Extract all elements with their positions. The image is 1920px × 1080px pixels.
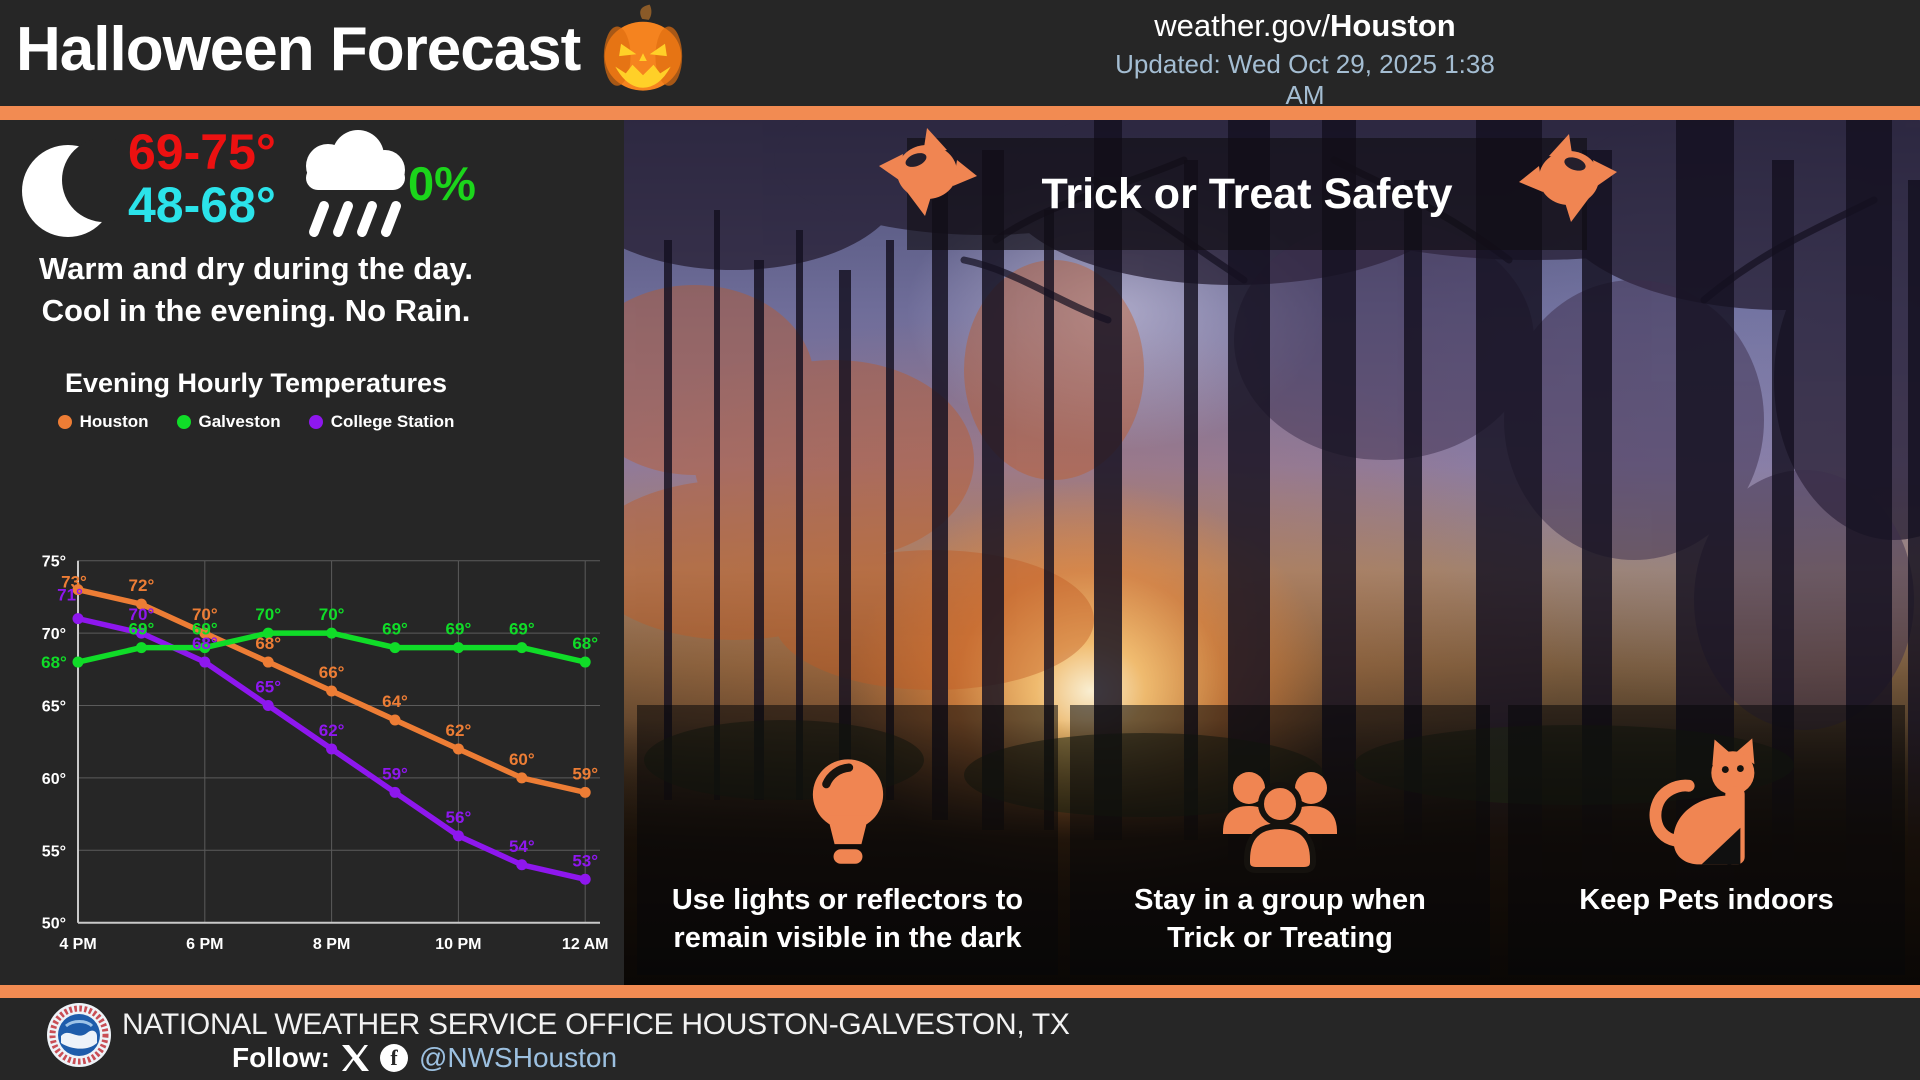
svg-text:70°: 70° bbox=[319, 605, 345, 624]
svg-text:70°: 70° bbox=[192, 605, 218, 624]
office-name: NATIONAL WEATHER SERVICE OFFICE HOUSTON-… bbox=[122, 1008, 1070, 1041]
divider-top bbox=[0, 106, 1920, 120]
svg-text:62°: 62° bbox=[319, 721, 345, 740]
svg-text:70°: 70° bbox=[42, 626, 66, 643]
svg-text:6 PM: 6 PM bbox=[186, 936, 223, 953]
candy-icon bbox=[879, 128, 977, 216]
svg-text:59°: 59° bbox=[572, 764, 598, 783]
tip-text: Keep Pets indoors bbox=[1579, 884, 1834, 916]
college-station-dot bbox=[308, 415, 323, 429]
svg-text:68°: 68° bbox=[41, 653, 67, 672]
precip-chance: 0% bbox=[408, 157, 476, 210]
safety-tip-group: Stay in a group when Trick or Treating bbox=[1070, 705, 1490, 975]
rain-cloud-icon bbox=[306, 130, 405, 237]
lightbulb-icon bbox=[812, 759, 883, 864]
tip-text: Stay in a group when Trick or Treating bbox=[1134, 884, 1426, 955]
svg-text:60°: 60° bbox=[509, 750, 535, 769]
svg-text:68°: 68° bbox=[192, 634, 218, 653]
svg-text:12 AM: 12 AM bbox=[562, 936, 609, 953]
svg-text:69°: 69° bbox=[446, 620, 472, 639]
site-url[interactable]: weather.gov/Houston bbox=[1154, 8, 1456, 43]
facebook-logo[interactable]: f bbox=[379, 1044, 408, 1072]
svg-text:50°: 50° bbox=[42, 916, 66, 933]
group-icon bbox=[1223, 772, 1337, 873]
svg-text:71°: 71° bbox=[57, 586, 83, 605]
footer: NATIONAL WEATHER SERVICE OFFICE HOUSTON-… bbox=[0, 998, 1920, 1080]
svg-text:70°: 70° bbox=[129, 605, 155, 624]
svg-text:53°: 53° bbox=[572, 851, 598, 870]
svg-text:69°: 69° bbox=[509, 620, 535, 639]
forecast-summary: Warm and dry during the day. Cool in the… bbox=[38, 251, 474, 328]
social-row: Follow: f @NWSHouston bbox=[232, 1042, 617, 1074]
svg-text:65°: 65° bbox=[42, 699, 66, 716]
svg-text:64°: 64° bbox=[382, 692, 408, 711]
houston-dot bbox=[57, 415, 72, 429]
updated-timestamp: Updated: Wed Oct 29, 2025 1:38 AM bbox=[1115, 49, 1495, 110]
follow-label: Follow: bbox=[232, 1042, 330, 1073]
svg-text:60°: 60° bbox=[42, 771, 66, 788]
tip-text: Use lights or reflectors to remain visib… bbox=[671, 884, 1024, 955]
moon-icon bbox=[22, 138, 122, 237]
legend-item-galveston: Galveston bbox=[176, 412, 281, 432]
svg-text:10 PM: 10 PM bbox=[435, 936, 481, 953]
svg-text:69°: 69° bbox=[129, 620, 155, 639]
svg-text:69°: 69° bbox=[382, 620, 408, 639]
galveston-dot bbox=[176, 415, 191, 429]
svg-text:62°: 62° bbox=[446, 721, 472, 740]
safety-tip-lights: Use lights or reflectors to remain visib… bbox=[637, 705, 1058, 975]
svg-text:54°: 54° bbox=[509, 837, 535, 856]
svg-text:65°: 65° bbox=[255, 678, 281, 697]
header: Halloween Forecast weather.gov/Houston U… bbox=[0, 0, 1920, 110]
legend-item-houston: Houston bbox=[57, 412, 149, 432]
safety-banner-title: Trick or Treat Safety bbox=[1041, 169, 1453, 218]
temperature-line-chart: 75° 70° 65° 60° 55° 50° 4 PM 6 PM 8 PM 10 PM 12 AM… bbox=[41, 554, 609, 953]
page-title: Halloween Forecast bbox=[16, 14, 581, 84]
social-handle[interactable]: @NWSHouston bbox=[418, 1042, 618, 1073]
low-temperature-range: 48-68° bbox=[128, 177, 276, 233]
chart-title: Evening Hourly Temperatures bbox=[64, 368, 448, 398]
svg-text:66°: 66° bbox=[319, 663, 345, 682]
divider-bottom bbox=[0, 985, 1920, 998]
svg-text:69°: 69° bbox=[192, 620, 218, 639]
svg-text:73°: 73° bbox=[61, 573, 87, 592]
svg-text:68°: 68° bbox=[255, 634, 281, 653]
svg-text:56°: 56° bbox=[446, 808, 472, 827]
svg-text:72°: 72° bbox=[129, 576, 155, 595]
cat-icon bbox=[1649, 738, 1754, 865]
svg-text:8 PM: 8 PM bbox=[313, 936, 350, 953]
x-logo[interactable] bbox=[341, 1044, 369, 1072]
safety-banner: Trick or Treat Safety bbox=[879, 128, 1617, 250]
high-temperature-range: 69-75° bbox=[128, 124, 276, 180]
svg-text:68°: 68° bbox=[572, 634, 598, 653]
forest-sunset-photo: Trick or Treat Safety Use lights or refl… bbox=[624, 120, 1920, 985]
svg-text:70°: 70° bbox=[255, 605, 281, 624]
candy-icon bbox=[1519, 134, 1617, 222]
forecast-panel: 69-75° 48-68° 0% Warm and dry during the… bbox=[0, 120, 624, 985]
safety-tip-pets: Keep Pets indoors bbox=[1508, 705, 1905, 975]
svg-text:55°: 55° bbox=[42, 843, 66, 860]
nws-logo bbox=[47, 1003, 111, 1067]
svg-text:59°: 59° bbox=[382, 764, 408, 783]
chart-legend: Houston Galveston College Station bbox=[0, 412, 512, 432]
svg-text:4 PM: 4 PM bbox=[59, 936, 96, 953]
svg-text:75°: 75° bbox=[42, 554, 66, 571]
pumpkin-icon bbox=[604, 4, 683, 91]
legend-item-college-station: College Station bbox=[308, 412, 454, 432]
